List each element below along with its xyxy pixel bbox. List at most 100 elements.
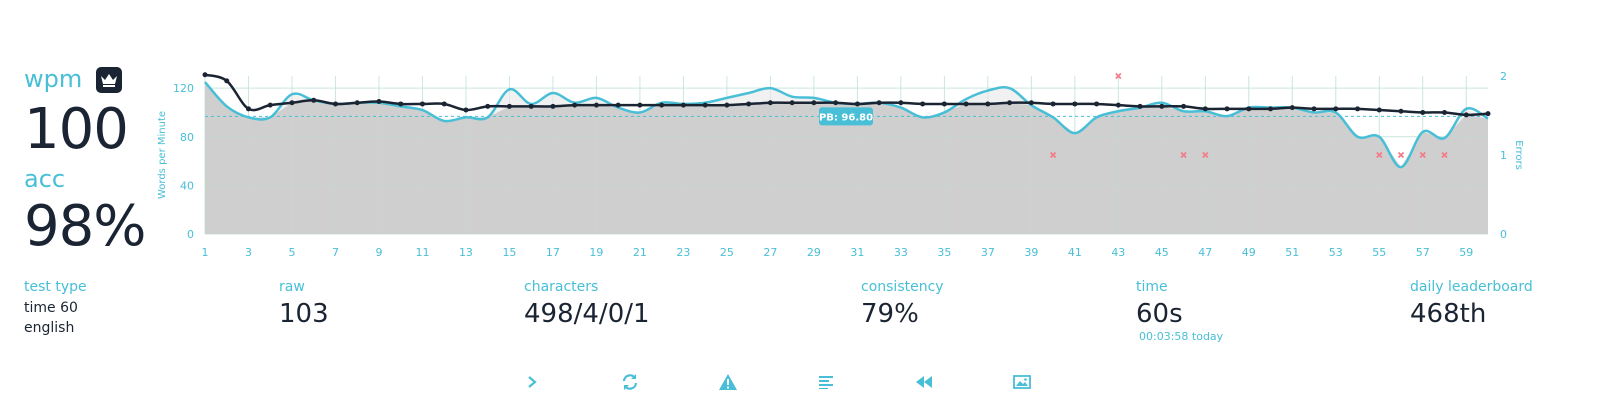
time-value: 60s xyxy=(1136,299,1183,329)
wpm-point xyxy=(289,100,295,106)
wpm-point xyxy=(354,100,360,106)
wpm-point xyxy=(724,102,730,108)
x-tick-label: 41 xyxy=(1068,246,1082,259)
wpm-point xyxy=(267,102,273,108)
consistency-value: 79% xyxy=(861,299,919,329)
wpm-point xyxy=(1028,100,1034,106)
acc-label: acc xyxy=(24,165,66,193)
replay-button[interactable] xyxy=(913,371,935,393)
wpm-point xyxy=(1376,107,1382,113)
y-tick-label: 80 xyxy=(180,131,194,144)
wpm-point xyxy=(528,103,534,109)
wpm-point xyxy=(1311,106,1317,112)
x-tick-label: 31 xyxy=(850,246,864,259)
wpm-point xyxy=(920,101,926,107)
wpm-point xyxy=(224,78,230,84)
refresh-icon xyxy=(622,374,638,390)
y-tick-label: 0 xyxy=(187,228,194,241)
wpm-value: 100 xyxy=(24,97,129,162)
report-button[interactable] xyxy=(717,371,739,393)
wpm-point xyxy=(1202,106,1208,112)
x-tick-label: 27 xyxy=(763,246,777,259)
wpm-point xyxy=(1268,106,1274,112)
time-label: time xyxy=(1136,279,1168,295)
chevron-right-icon xyxy=(528,376,537,388)
consistency-label: consistency xyxy=(861,279,944,295)
x-tick-label: 23 xyxy=(676,246,690,259)
wpm-point xyxy=(311,97,317,103)
image-icon xyxy=(1013,375,1031,389)
error-mark xyxy=(1115,72,1122,80)
error-mark xyxy=(1202,151,1209,159)
x-tick-label: 29 xyxy=(807,246,821,259)
pb-label: PB: 96.80 xyxy=(819,112,873,123)
pb-label-box xyxy=(819,107,873,126)
error-mark xyxy=(1049,151,1057,159)
y2-tick-label: 0 xyxy=(1500,228,1507,241)
crown-icon xyxy=(96,67,122,93)
text-lines-icon xyxy=(819,376,833,389)
x-tick-label: 53 xyxy=(1329,246,1343,259)
y-axis-label: Words per Minute xyxy=(157,111,168,199)
x-tick-label: 15 xyxy=(502,246,516,259)
wpm-point xyxy=(767,100,773,106)
x-tick-label: 49 xyxy=(1242,246,1256,259)
x-tick-label: 13 xyxy=(459,246,473,259)
error-mark xyxy=(1180,151,1187,159)
error-mark xyxy=(1397,151,1405,159)
x-tick-label: 37 xyxy=(981,246,995,259)
wpm-point xyxy=(963,101,969,107)
wpm-point xyxy=(419,101,425,107)
wpm-point xyxy=(1115,102,1121,108)
characters-value: 498/4/0/1 xyxy=(524,299,650,329)
wpm-point xyxy=(1289,105,1295,111)
wpm-point xyxy=(1224,106,1230,112)
wpm-point xyxy=(941,101,947,107)
wpm-point xyxy=(506,103,512,109)
words-history-button[interactable] xyxy=(815,371,837,393)
x-tick-label: 5 xyxy=(288,246,295,259)
wpm-point xyxy=(1007,100,1013,106)
wpm-point xyxy=(398,101,404,107)
wpm-point xyxy=(1463,112,1469,118)
x-tick-label: 55 xyxy=(1372,246,1386,259)
restart-button[interactable] xyxy=(619,371,641,393)
screenshot-button[interactable] xyxy=(1011,371,1033,393)
x-tick-label: 51 xyxy=(1285,246,1299,259)
wpm-point xyxy=(789,100,795,106)
y-tick-label: 120 xyxy=(173,82,194,95)
x-tick-label: 57 xyxy=(1416,246,1430,259)
test-type-label: test type xyxy=(24,279,87,295)
wpm-point xyxy=(441,101,447,107)
wpm-point xyxy=(1333,106,1339,112)
wpm-point xyxy=(1442,109,1448,115)
wpm-point xyxy=(1398,108,1404,114)
wpm-point xyxy=(1181,103,1187,109)
leaderboard-value[interactable]: 468th xyxy=(1410,299,1487,329)
next-test-button[interactable] xyxy=(521,371,543,393)
time-today: 00:03:58 today xyxy=(1139,330,1224,343)
wpm-point xyxy=(637,102,643,108)
raw-value: 103 xyxy=(279,299,329,329)
x-tick-label: 1 xyxy=(202,246,209,259)
rewind-icon xyxy=(916,376,932,388)
x-tick-label: 11 xyxy=(415,246,429,259)
error-mark xyxy=(1376,151,1383,159)
wpm-point xyxy=(376,99,382,105)
x-tick-label: 21 xyxy=(633,246,647,259)
raw-label: raw xyxy=(279,279,305,295)
wpm-point xyxy=(245,106,251,112)
x-tick-label: 33 xyxy=(894,246,908,259)
x-tick-label: 47 xyxy=(1198,246,1212,259)
y-tick-label: 40 xyxy=(180,179,194,192)
leaderboard-label[interactable]: daily leaderboard xyxy=(1410,279,1533,295)
x-tick-label: 39 xyxy=(1024,246,1038,259)
x-tick-label: 17 xyxy=(546,246,560,259)
wpm-point xyxy=(854,101,860,107)
wpm-label: wpm xyxy=(24,65,83,93)
wpm-point xyxy=(332,101,338,107)
wpm-point xyxy=(593,102,599,108)
wpm-point xyxy=(702,102,708,108)
wpm-point xyxy=(659,102,665,108)
